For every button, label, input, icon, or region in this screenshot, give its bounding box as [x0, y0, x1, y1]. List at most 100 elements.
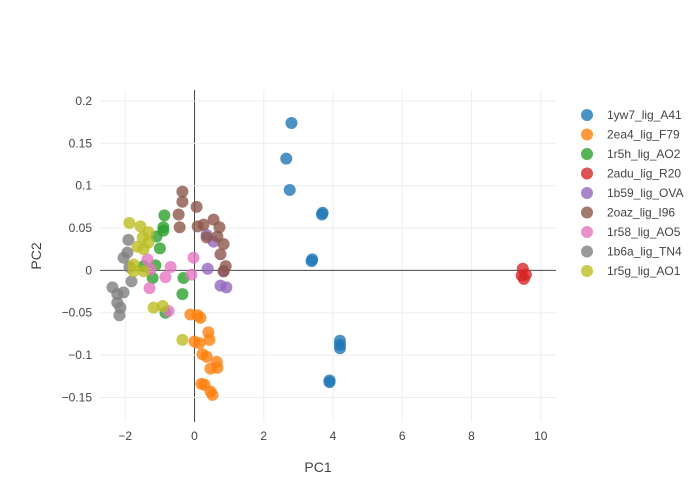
series-1r58_lig_AO5 — [141, 251, 200, 318]
y-tick-label: 0.2 — [75, 94, 92, 108]
data-point — [515, 269, 528, 282]
y-tick-label: 0.1 — [75, 179, 92, 193]
x-tick-label: 8 — [468, 429, 475, 443]
data-point — [158, 209, 171, 222]
data-point — [285, 117, 298, 130]
legend-item: 2adu_lig_R20 — [581, 167, 681, 181]
data-point — [280, 152, 293, 165]
data-point — [123, 216, 136, 229]
legend-marker — [581, 128, 593, 141]
data-point — [141, 253, 154, 266]
series-1r5g_lig_AO1 — [123, 216, 189, 346]
legend-label: 1b6a_lig_TN4 — [607, 245, 682, 259]
legend-marker — [581, 148, 593, 160]
legend-marker — [581, 167, 593, 180]
data-point — [197, 218, 210, 231]
legend-label: 1yw7_lig_A41 — [607, 108, 682, 122]
data-point — [194, 311, 207, 324]
series-1b6a_lig_TN4 — [106, 233, 138, 322]
y-tick-label: 0 — [85, 263, 92, 277]
legend-label: 1b59_lig_OVA — [607, 186, 684, 200]
x-tick-label: −2 — [118, 429, 132, 443]
data-point — [159, 271, 172, 284]
data-point — [206, 388, 219, 401]
legend-label: 2ea4_lig_F79 — [607, 128, 680, 142]
data-point — [147, 301, 160, 314]
data-point — [173, 221, 186, 234]
data-point — [176, 333, 189, 346]
data-point — [204, 362, 217, 375]
data-point — [333, 342, 346, 355]
data-point — [217, 265, 230, 278]
series-1yw7_lig_A41 — [280, 117, 346, 389]
legend-label: 1r58_lig_AO5 — [607, 225, 681, 239]
data-point — [193, 337, 206, 350]
data-point — [172, 208, 185, 221]
data-point — [142, 236, 155, 249]
x-tick-label: 2 — [260, 429, 267, 443]
data-point — [305, 255, 318, 268]
legend-item: 1yw7_lig_A41 — [581, 108, 682, 122]
tick-labels: −2 0 2 4 6 8 10 0.2 0.15 0.1 0.05 0 −0.05 −0.1 −0.15 — [62, 94, 548, 443]
data-point — [187, 251, 200, 264]
grid — [100, 90, 556, 422]
data-point — [176, 195, 189, 208]
data-point — [200, 231, 213, 244]
x-tick-label: 0 — [191, 429, 198, 443]
legend-marker — [581, 226, 593, 238]
x-tick-label: 10 — [534, 429, 548, 443]
data-point — [156, 299, 169, 312]
data-point — [323, 376, 336, 389]
data-point — [117, 286, 130, 299]
data-point — [122, 233, 135, 246]
legend-item: 2ea4_lig_F79 — [581, 128, 680, 142]
data-points — [106, 117, 532, 401]
legend-marker — [581, 187, 593, 199]
legend-item: 1b6a_lig_TN4 — [581, 245, 682, 259]
data-point — [143, 282, 156, 295]
data-point — [153, 242, 166, 255]
data-point — [137, 265, 150, 278]
data-point — [117, 251, 130, 264]
x-tick-label: 6 — [399, 429, 406, 443]
data-point — [185, 268, 198, 281]
series-2oaz_lig_I96 — [172, 185, 232, 278]
data-point — [217, 238, 230, 251]
data-point — [315, 208, 328, 221]
legend-label: 1r5g_lig_AO1 — [607, 264, 681, 278]
x-axis-label: PC1 — [304, 459, 331, 475]
legend: 1yw7_lig_A41 2ea4_lig_F79 1r5h_lig_AO2 2adu… — [581, 108, 684, 278]
series-2ea4_lig_F79 — [184, 308, 224, 401]
data-point — [220, 281, 233, 294]
data-point — [176, 288, 189, 301]
y-tick-label: 0.15 — [69, 136, 93, 150]
legend-item: 1b59_lig_OVA — [581, 186, 684, 200]
legend-marker — [581, 206, 593, 219]
data-point — [190, 200, 203, 213]
data-point — [203, 333, 216, 346]
data-point — [164, 261, 177, 274]
data-point — [214, 248, 227, 261]
legend-marker — [581, 109, 593, 121]
legend-label: 1r5h_lig_AO2 — [607, 147, 681, 161]
legend-marker — [581, 265, 593, 277]
data-point — [201, 262, 214, 275]
data-point — [176, 185, 189, 198]
x-tick-label: 4 — [330, 429, 337, 443]
legend-marker — [581, 245, 593, 258]
legend-label: 2adu_lig_R20 — [607, 167, 681, 181]
y-tick-label: 0.05 — [69, 221, 93, 235]
data-point — [213, 221, 226, 234]
data-point — [127, 265, 140, 278]
y-tick-label: −0.05 — [62, 306, 93, 320]
legend-item: 2oaz_lig_I96 — [581, 206, 675, 220]
data-point — [283, 183, 296, 196]
data-point — [200, 350, 213, 363]
legend-item: 1r5h_lig_AO2 — [581, 147, 681, 161]
legend-item: 1r5g_lig_AO1 — [581, 264, 681, 278]
legend-item: 1r58_lig_AO5 — [581, 225, 681, 239]
data-point — [125, 275, 138, 288]
series-2adu_lig_R20 — [515, 262, 532, 285]
legend-label: 2oaz_lig_I96 — [607, 206, 675, 220]
